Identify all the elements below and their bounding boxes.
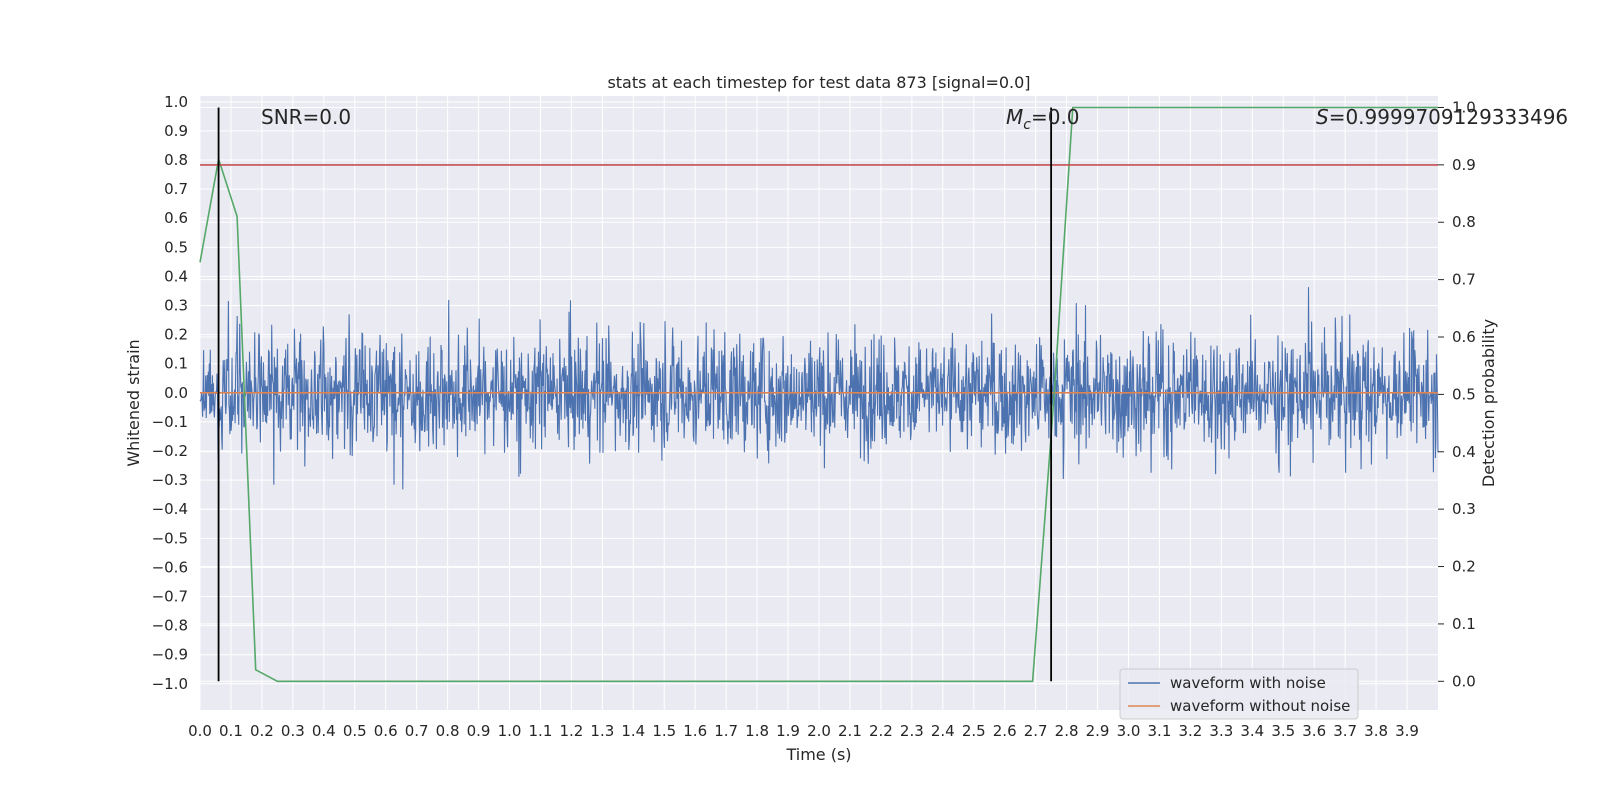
y2-tick-label: 0.5 — [1452, 385, 1476, 403]
y-tick-label: −0.3 — [152, 471, 188, 489]
x-tick-label: 2.9 — [1086, 722, 1110, 740]
x-tick-label: 0.1 — [219, 722, 243, 740]
y-tick-label: 0.1 — [164, 355, 188, 373]
x-tick-label: 0.6 — [374, 722, 398, 740]
x-tick-label: 3.6 — [1302, 722, 1326, 740]
x-tick-label: 2.1 — [838, 722, 862, 740]
y2-tick-label: 0.9 — [1452, 156, 1476, 174]
x-tick-label: 1.5 — [652, 722, 676, 740]
x-tick-label: 3.8 — [1364, 722, 1388, 740]
chirp-mass-value: =0.0 — [1031, 105, 1080, 129]
x-tick-label: 0.2 — [250, 722, 274, 740]
y2-tick-label: 0.2 — [1452, 558, 1476, 576]
y2-tick-label: 0.3 — [1452, 500, 1476, 518]
x-tick-label: 3.9 — [1395, 722, 1419, 740]
y2-tick-label: 0.7 — [1452, 271, 1476, 289]
y-tick-label: −0.9 — [152, 646, 188, 664]
series-waveform-with-noise — [199, 287, 1439, 490]
x-tick-label: 3.3 — [1209, 722, 1233, 740]
chirp-mass-symbol: M — [1006, 105, 1023, 129]
y-tick-label: −1.0 — [152, 675, 188, 693]
chart-title: stats at each timestep for test data 873… — [607, 73, 1030, 92]
x-tick-label: 1.2 — [559, 722, 583, 740]
x-tick-label: 1.4 — [621, 722, 645, 740]
x-tick-label: 3.7 — [1333, 722, 1357, 740]
y-tick-label: −0.1 — [152, 413, 188, 431]
y-tick-label: 0.3 — [164, 297, 188, 315]
y-tick-label: −0.5 — [152, 529, 188, 547]
y-tick-label: −0.2 — [152, 442, 188, 460]
x-tick-label: 2.3 — [900, 722, 924, 740]
y-tick-label: 0.6 — [164, 209, 188, 227]
y2-tick-label: 0.4 — [1452, 443, 1476, 461]
x-tick-label: 1.7 — [714, 722, 738, 740]
x-tick-label: 1.8 — [745, 722, 769, 740]
x-tick-label: 2.5 — [962, 722, 986, 740]
y-tick-label: 0.5 — [164, 238, 188, 256]
y2-axis-label: Detection probability — [1479, 319, 1498, 487]
y-tick-label: 0.4 — [164, 267, 188, 285]
legend-label-noise: waveform with noise — [1170, 674, 1326, 692]
x-tick-label: 3.0 — [1117, 722, 1141, 740]
y2-tick-label: 0.6 — [1452, 328, 1476, 346]
legend-label-clean: waveform without noise — [1170, 697, 1350, 715]
legend-box — [1119, 668, 1359, 720]
y-tick-label: 0.0 — [164, 384, 188, 402]
x-tick-label: 3.4 — [1240, 722, 1264, 740]
x-tick-label: 2.6 — [993, 722, 1017, 740]
x-tick-label: 0.5 — [343, 722, 367, 740]
x-tick-label: 2.0 — [807, 722, 831, 740]
series-lines — [199, 106, 1438, 683]
x-tick-label: 2.8 — [1055, 722, 1079, 740]
x-tick-label: 1.0 — [498, 722, 522, 740]
x-tick-label: 0.9 — [467, 722, 491, 740]
y-tick-label: 0.2 — [164, 326, 188, 344]
y-tick-label: 0.9 — [164, 122, 188, 140]
x-tick-label: 1.1 — [529, 722, 553, 740]
score-symbol: S — [1316, 105, 1329, 129]
x-tick-label: 2.7 — [1024, 722, 1048, 740]
x-tick-label: 0.3 — [281, 722, 305, 740]
x-tick-label: 0.4 — [312, 722, 336, 740]
x-tick-label: 1.9 — [776, 722, 800, 740]
chirp-mass-annotation: Mc=0.0 — [1006, 105, 1080, 133]
y-tick-label: −0.6 — [152, 558, 188, 576]
chirp-mass-subscript: c — [1023, 117, 1031, 133]
y-tick-label: 0.7 — [164, 180, 188, 198]
y2-tick-label: 0.1 — [1452, 615, 1476, 633]
y2-tick-label: 1.0 — [1452, 98, 1476, 116]
x-axis-label: Time (s) — [785, 745, 851, 764]
x-tick-label: 1.3 — [590, 722, 614, 740]
y-tick-label: 0.8 — [164, 151, 188, 169]
score-annotation: S=0.9999709129333496 — [1316, 105, 1568, 129]
y2-tick-label: 0.0 — [1452, 672, 1476, 690]
x-tick-label: 3.5 — [1271, 722, 1295, 740]
x-tick-label: 0.8 — [436, 722, 460, 740]
x-tick-label: 2.4 — [931, 722, 955, 740]
y-tick-label: −0.7 — [152, 588, 188, 606]
snr-annotation: SNR=0.0 — [261, 105, 351, 129]
x-tick-label: 3.1 — [1148, 722, 1172, 740]
x-tick-label: 3.2 — [1178, 722, 1202, 740]
y-tick-label: −0.8 — [152, 617, 188, 635]
noisy-waveform — [199, 287, 1439, 490]
y-tick-label: 1.0 — [164, 93, 188, 111]
x-tick-label: 2.2 — [869, 722, 893, 740]
score-value: =0.9999709129333496 — [1329, 105, 1568, 129]
series-detection-probability — [199, 106, 1438, 683]
legend: waveform with noise waveform without noi… — [1119, 668, 1359, 720]
y2-tick-label: 0.8 — [1452, 213, 1476, 231]
x-tick-label: 0.7 — [405, 722, 429, 740]
y-axis-label: Whitened strain — [124, 339, 143, 466]
axis-ticks: 0.0 0.1 0.2 0.3 0.4 0.5 0.6 0.7 0.8 0.9 1.0 1.1 1.2 1… — [152, 93, 1476, 740]
x-tick-label: 1.6 — [683, 722, 707, 740]
y-tick-label: −0.4 — [152, 500, 188, 518]
x-tick-label: 0.0 — [188, 722, 212, 740]
